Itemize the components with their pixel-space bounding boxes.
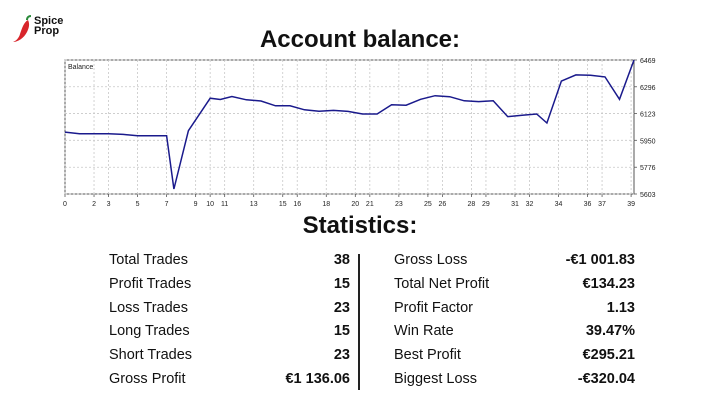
chili-pepper-icon (13, 20, 30, 42)
stat-label: Long Trades (109, 323, 190, 340)
brand-name: Spice Prop (34, 15, 64, 37)
x-tick-label: 34 (555, 201, 563, 206)
stat-value: 15 (333, 275, 350, 292)
stat-value: -€1 001.83 (565, 252, 635, 268)
x-tick-label: 39 (627, 201, 635, 206)
stat-row: Total Net Profit €134.23 (390, 272, 635, 296)
x-tick-label: 10 (206, 201, 214, 206)
stat-label: Loss Trades (109, 299, 188, 316)
x-tick-label: 15 (279, 201, 287, 206)
brand-line-1: Spice (34, 15, 64, 27)
y-tick-label: 5950 (640, 138, 656, 145)
x-tick-label: 36 (584, 201, 592, 206)
statistics-heading: Statistics: (302, 212, 418, 239)
stat-label: Best Profit (394, 347, 461, 364)
stat-label: Biggest Loss (394, 370, 478, 387)
x-tick-label: 20 (351, 201, 359, 206)
x-tick-label: 26 (438, 201, 446, 206)
stat-value: 23 (333, 299, 350, 316)
stat-value: 39.47% (585, 323, 635, 340)
y-tick-label: 6123 (640, 112, 656, 119)
stat-label: Short Trades (109, 347, 193, 364)
balance-series-line (64, 59, 635, 190)
brand-line-2: Prop (34, 25, 60, 37)
x-tick-label: 7 (165, 201, 169, 206)
x-tick-label: 32 (526, 201, 534, 206)
stats-divider (358, 254, 360, 390)
x-tick-label: 23 (395, 201, 403, 206)
stat-row: Gross Profit €1 136.06 (105, 367, 350, 391)
y-tick-label: 5776 (640, 165, 656, 172)
stat-value: €295.21 (582, 347, 635, 364)
stat-row: Biggest Loss -€320.04 (390, 367, 635, 391)
plot-frame (64, 59, 635, 195)
stats-left-column: Total Trades 38 Profit Trades 15 Loss Trad… (105, 248, 350, 391)
stat-row: Total Trades 38 (105, 248, 350, 272)
stats-right-column: Gross Loss -€1 001.83 Total Net Profit €13… (390, 248, 635, 391)
stat-value: -€320.04 (577, 370, 635, 387)
x-tick-label: 13 (250, 201, 258, 206)
stat-row: Win Rate 39.47% (390, 319, 635, 343)
x-tick-label: 29 (482, 201, 490, 206)
stat-row: Long Trades 15 (105, 319, 350, 343)
x-tick-label: 5 (136, 201, 140, 206)
stat-value: €1 136.06 (285, 370, 350, 387)
stat-label: Win Rate (394, 323, 454, 340)
stat-label: Profit Factor (394, 299, 473, 316)
stat-value: 1.13 (606, 299, 635, 316)
x-tick-label: 25 (424, 201, 432, 206)
stat-label: Gross Profit (109, 370, 186, 387)
x-tick-label: 21 (366, 201, 374, 206)
chart-title: Balance (68, 64, 93, 71)
x-tick-label: 3 (107, 201, 111, 206)
stat-label: Gross Loss (394, 252, 468, 268)
stat-label: Total Net Profit (394, 275, 490, 292)
x-tick-label: 11 (221, 201, 228, 206)
stat-row: Gross Loss -€1 001.83 (390, 248, 635, 272)
stat-value: 38 (333, 252, 350, 268)
stat-row: Profit Factor 1.13 (390, 296, 635, 320)
stat-value: €134.23 (582, 275, 635, 292)
x-tick-label: 2 (92, 201, 96, 206)
stat-row: Short Trades 23 (105, 343, 350, 367)
stat-label: Total Trades (109, 252, 188, 268)
stat-value: 15 (333, 323, 350, 340)
x-tick-label: 28 (468, 201, 476, 206)
y-tick-label: 6469 (640, 58, 656, 65)
stat-row: Profit Trades 15 (105, 272, 350, 296)
spice-prop-logo (13, 15, 32, 42)
stat-label: Profit Trades (109, 275, 192, 292)
x-tick-label: 37 (598, 201, 606, 206)
stat-row: Loss Trades 23 (105, 296, 350, 320)
balance-chart: 0 2 3 5 7 9 10 11 13 15 16 18 20 21 23 25 26 28 29 31 32 34 36… (63, 58, 656, 206)
y-tick-label: 6296 (640, 85, 656, 92)
x-tick-label: 16 (293, 201, 301, 206)
x-tick-label: 31 (511, 201, 519, 206)
stat-row: Best Profit €295.21 (390, 343, 635, 367)
y-tick-label: 5603 (640, 192, 656, 199)
x-tick-label: 9 (194, 201, 198, 206)
stat-value: 23 (333, 347, 350, 364)
x-tick-label: 0 (63, 201, 67, 206)
x-tick-label: 18 (322, 201, 330, 206)
account-balance-heading: Account balance: (259, 26, 461, 53)
